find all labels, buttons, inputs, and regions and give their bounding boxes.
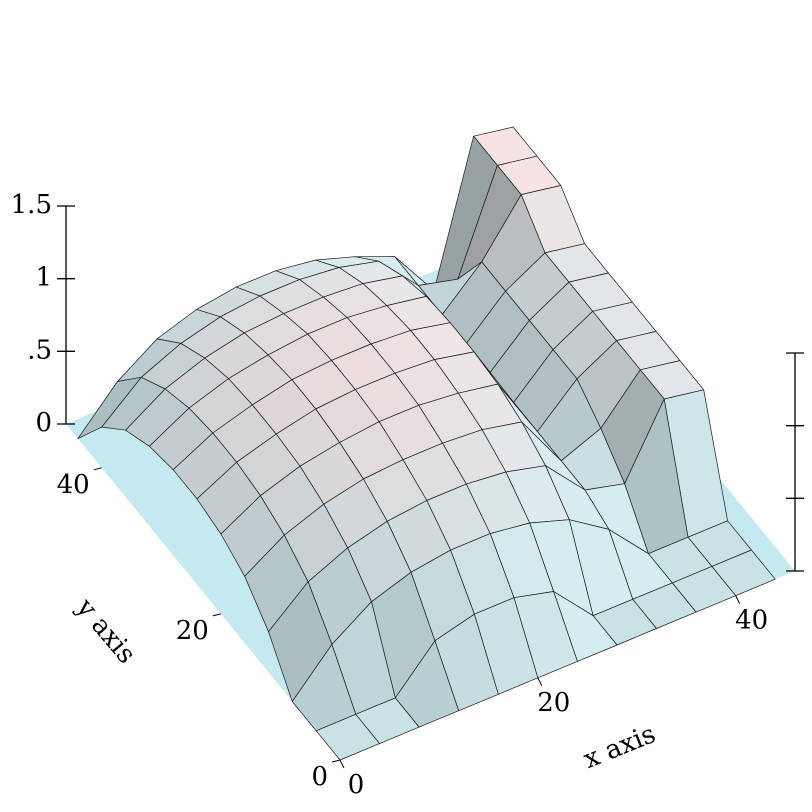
surface-patch xyxy=(315,713,380,761)
y-tick-label: 40 xyxy=(57,470,90,500)
y-tick xyxy=(331,759,341,763)
y-tick-label: 20 xyxy=(176,616,209,646)
x-tick xyxy=(537,677,543,687)
x-axis-label: x axis xyxy=(579,719,660,775)
y-axis-label: y axis xyxy=(70,592,142,669)
x-tick-label: 0 xyxy=(348,770,365,800)
y-tick xyxy=(212,613,221,617)
z-tick-label: 1.5 xyxy=(11,190,52,220)
x-tick-label: 40 xyxy=(735,606,768,636)
y-tick-label: 0 xyxy=(311,762,328,792)
z-tick-label: 0 xyxy=(35,408,52,438)
x-tick-label: 20 xyxy=(537,688,570,718)
x-tick xyxy=(735,595,741,604)
z-tick-label: 1 xyxy=(35,263,52,293)
z-tick-label: .5 xyxy=(27,335,52,365)
y-tick xyxy=(93,467,102,471)
x-tick xyxy=(339,759,345,769)
